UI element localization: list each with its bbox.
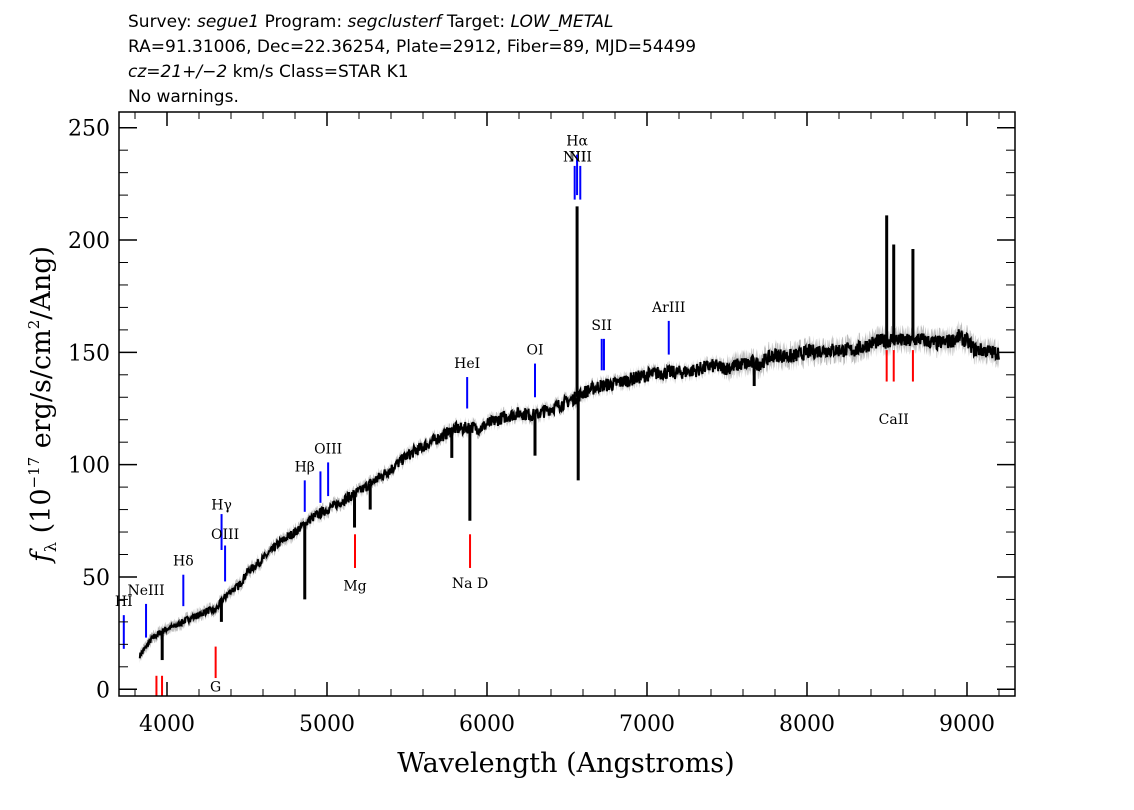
line-marker-label: G	[210, 680, 221, 696]
line-marker-label: NII	[563, 149, 586, 165]
line-marker-label: NII	[569, 149, 592, 165]
line-marker-label: HeI	[454, 356, 480, 372]
program-value: segclusterf	[347, 12, 442, 32]
axes: 4000 5000 6000 7000 8000 9000 0 50 100 150 200 250	[68, 112, 1015, 737]
header-line-4: No warnings.	[128, 87, 239, 107]
error-band	[139, 320, 1000, 664]
line-marker-label: NeIII	[127, 583, 164, 599]
x-tick-label: 7000	[619, 712, 675, 737]
y-axis-label-part: erg/s/cm	[26, 329, 57, 457]
y-axis-label-part: 2	[25, 320, 43, 330]
line-marker-label: Mg	[343, 578, 366, 594]
header-line-2: RA=91.31006, Dec=22.36254, Plate=2912, F…	[128, 37, 697, 57]
x-tick-label: 6000	[459, 712, 515, 737]
y-tick-label: 200	[68, 229, 110, 254]
x-tick-label: 9000	[939, 712, 995, 737]
target-label: Target:	[446, 12, 506, 32]
y-tick-label: 100	[68, 454, 110, 479]
header-line-3: cz=21+/−2 km/s Class=STAR K1	[128, 62, 409, 82]
line-marker-label: SII	[591, 318, 612, 334]
spectrum-line	[138, 329, 1000, 659]
program-label: Program:	[264, 12, 343, 32]
y-tick-label: 0	[96, 678, 110, 703]
y-axis-label-part: f	[26, 548, 57, 564]
x-tick-label: 5000	[299, 712, 355, 737]
line-marker-label: Hβ	[295, 459, 315, 475]
x-axis-label: Wavelength (Angstroms)	[397, 748, 734, 779]
y-axis-label: fλ (10−17 erg/s/cm2/Ang)	[25, 246, 60, 564]
line-marker-label: CaII	[879, 412, 909, 428]
line-marker-label: Hδ	[173, 554, 194, 570]
y-tick-label: 150	[68, 341, 110, 366]
cz-value: cz=21+/−2	[128, 62, 228, 82]
line-marker-label: OIII	[211, 527, 239, 543]
line-marker-label: ArIII	[651, 300, 685, 316]
line-marker-label: OI	[526, 343, 543, 359]
cz-rest: km/s Class=STAR K1	[227, 62, 409, 82]
x-tick-label: 4000	[139, 712, 195, 737]
line-marker-label: Na D	[452, 576, 488, 592]
survey-label: Survey:	[128, 12, 192, 32]
y-axis-label-part: /Ang)	[26, 246, 57, 320]
line-markers: HINeIIIHδHγOIIIHβOIIIHeIOINIIHαNIISIIArI…	[115, 134, 914, 696]
y-tick-label: 250	[68, 117, 110, 142]
header-line-1: Survey: segue1 Program: segclusterf Targ…	[128, 12, 614, 32]
survey-value: segue1	[197, 12, 260, 32]
x-tick-label: 8000	[779, 712, 835, 737]
line-marker-label: OIII	[314, 441, 342, 457]
y-tick-label: 50	[82, 566, 110, 591]
y-axis-label-part: λ	[41, 542, 60, 552]
line-marker-label: Hγ	[211, 498, 232, 514]
y-axis-label-part: −17	[25, 457, 43, 489]
target-value: LOW_METAL	[510, 12, 614, 32]
line-marker-label: Hα	[566, 134, 588, 150]
y-axis-label-part: (10	[26, 488, 57, 541]
error-band-shape	[139, 320, 1000, 664]
plot-frame	[118, 111, 1016, 697]
spectrum-series	[138, 206, 1000, 661]
